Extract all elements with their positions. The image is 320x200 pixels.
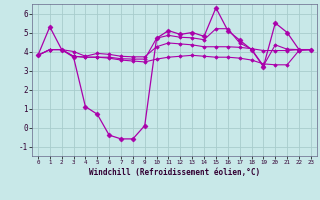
X-axis label: Windchill (Refroidissement éolien,°C): Windchill (Refroidissement éolien,°C) bbox=[89, 168, 260, 177]
